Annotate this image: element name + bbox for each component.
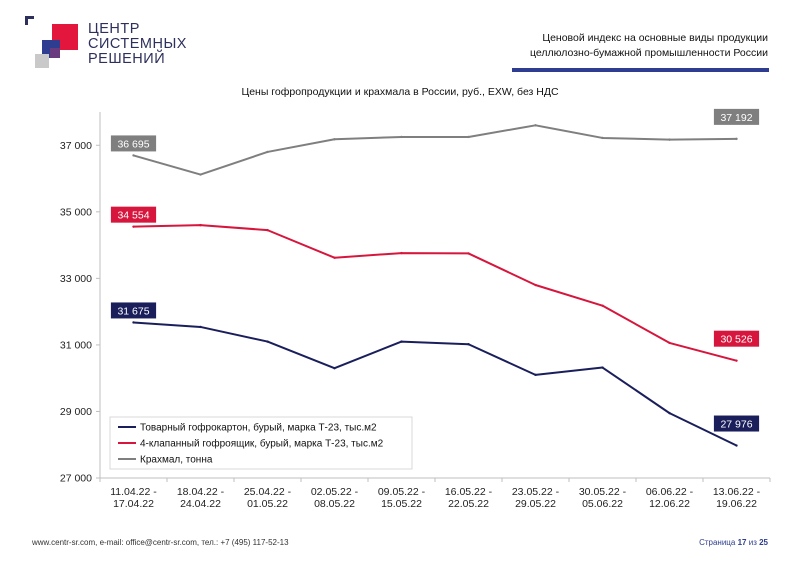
x-tick-label: 18.04.22 -: [177, 486, 225, 498]
legend-label: Крахмал, тонна: [140, 455, 213, 466]
footer-contacts: www.centr-sr.com, e-mail: office@centr-s…: [32, 538, 289, 547]
y-tick-label: 29 000: [60, 406, 92, 418]
x-tick-label: 08.05.22: [314, 498, 355, 510]
data-label-first: 34 554: [117, 210, 149, 222]
page-current: 17: [737, 538, 747, 547]
data-label-last: 27 976: [720, 419, 752, 431]
y-tick-label: 35 000: [60, 206, 92, 218]
x-tick-label: 09.05.22 -: [378, 486, 426, 498]
x-tick-label: 17.04.22: [113, 498, 154, 510]
x-tick-label: 16.05.22 -: [445, 486, 493, 498]
y-tick-label: 31 000: [60, 339, 92, 351]
data-label-last-box: [713, 415, 760, 432]
page-indicator: Страница 17 из 25: [699, 538, 768, 547]
x-tick-label: 11.04.22 -: [110, 486, 157, 498]
x-tick-label: 05.06.22: [582, 498, 623, 510]
logo-mark-icon: [25, 16, 78, 68]
data-point: [132, 154, 135, 157]
legend-label: 4-клапанный гофроящик, бурый, марка Т-23…: [140, 438, 384, 450]
legend-box: [109, 416, 413, 470]
logo-line-2: СИСТЕМНЫХ: [88, 36, 187, 52]
series-line-2: [133, 224, 737, 362]
x-tick-label: 19.06.22: [716, 498, 757, 510]
company-logo: [22, 14, 202, 74]
x-tick-label: 30.05.22 -: [579, 486, 627, 498]
data-point: [601, 366, 604, 369]
data-point: [333, 367, 336, 370]
series-line-1: [133, 321, 737, 447]
x-tick-label: 24.04.22: [180, 498, 221, 510]
data-point: [333, 138, 336, 141]
x-tick-label: 15.05.22: [381, 498, 422, 510]
data-point: [199, 325, 202, 329]
x-tick-label: 22.05.22: [448, 498, 489, 510]
data-point: [668, 341, 671, 345]
data-label-last: 30 526: [720, 334, 752, 346]
y-tick-label: 33 000: [60, 273, 92, 285]
report-title: Ценовой индекс на основные виды продукци…: [468, 31, 768, 61]
data-point: [199, 223, 202, 227]
data-label-first: 31 675: [117, 305, 149, 317]
report-title-line-1: Ценовой индекс на основные виды продукци…: [542, 32, 768, 44]
data-point: [601, 136, 604, 140]
data-label-first-box: [110, 206, 157, 223]
series-line-3: [133, 124, 737, 176]
x-tick-label: 23.05.22 -: [512, 486, 560, 498]
page-word: Страница: [699, 538, 736, 547]
page-total: 25: [759, 538, 768, 547]
data-label-last-box: [713, 108, 760, 125]
data-point: [333, 256, 336, 259]
y-tick-label: 37 000: [60, 140, 92, 152]
data-point: [467, 343, 470, 346]
data-point: [534, 124, 537, 127]
legend-label: Товарный гофрокартон, бурый, марка Т-23,…: [140, 422, 377, 434]
report-title-line-2: целлюлозно-бумажной промышленности Росси…: [529, 47, 768, 59]
data-point: [400, 135, 403, 139]
logo-line-1: ЦЕНТР: [88, 21, 140, 37]
data-point: [735, 137, 738, 141]
data-point: [668, 138, 671, 141]
data-point: [467, 252, 470, 255]
data-label-last-box: [713, 330, 760, 347]
x-tick-label: 25.04.22 -: [244, 486, 292, 498]
x-tick-label: 06.06.22 -: [646, 486, 694, 498]
data-point: [132, 321, 135, 324]
x-tick-label: 29.05.22: [515, 498, 556, 510]
chart-title: Цены гофропродукции и крахмала в России,…: [241, 86, 559, 98]
data-point: [534, 283, 537, 287]
data-point: [132, 225, 135, 228]
x-tick-label: 01.05.22: [247, 498, 288, 510]
data-point: [735, 359, 738, 362]
page-of: из: [748, 538, 757, 547]
data-point: [400, 251, 403, 255]
logo-line-3: РЕШЕНИЙ: [88, 51, 166, 67]
logo-text: ЦЕНТР СИСТЕМНЫХ РЕШЕНИЙ: [88, 22, 187, 67]
data-point: [467, 135, 470, 139]
x-tick-label: 12.06.22: [649, 498, 690, 510]
x-tick-label: 02.05.22 -: [311, 486, 359, 498]
data-point: [266, 150, 269, 154]
data-point: [400, 340, 403, 343]
data-label-first: 36 695: [117, 138, 149, 150]
y-tick-label: 27 000: [60, 473, 92, 485]
data-point: [601, 304, 604, 307]
data-point: [266, 340, 269, 343]
data-label-first-box: [110, 135, 157, 152]
x-tick-label: 13.06.22 -: [713, 486, 761, 498]
data-point: [199, 173, 202, 176]
header-divider: [512, 68, 769, 72]
data-label-first-box: [110, 302, 157, 319]
data-point: [735, 444, 738, 447]
data-point: [534, 373, 537, 377]
data-label-last: 37 192: [720, 112, 752, 124]
data-point: [668, 411, 671, 415]
data-point: [266, 228, 269, 232]
